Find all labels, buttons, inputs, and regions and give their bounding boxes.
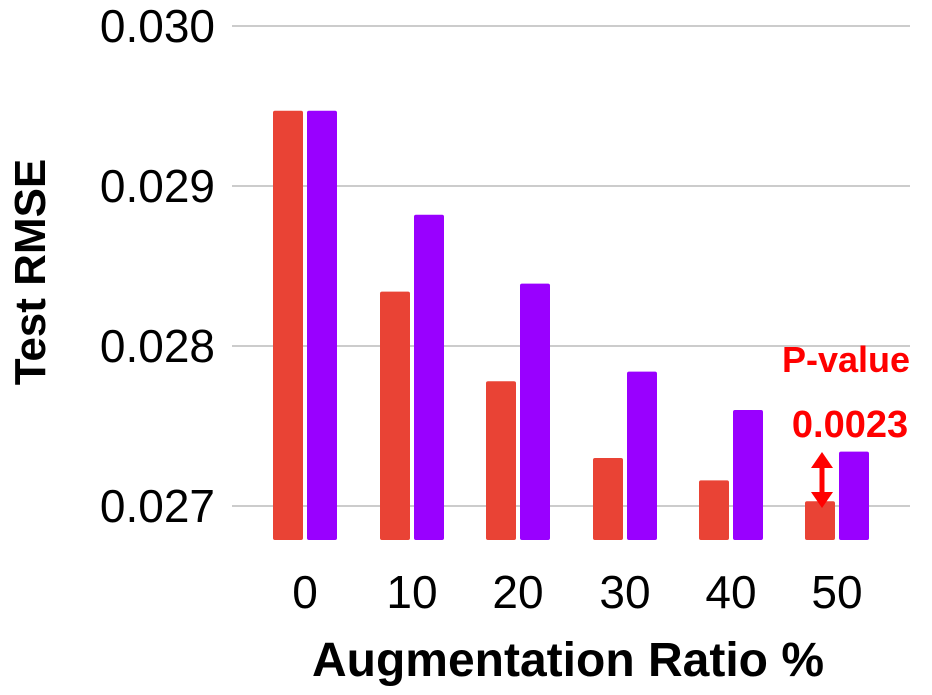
bar-series-1-cat-0 [273, 110, 303, 541]
bar-series-1-cat-20 [486, 381, 516, 540]
arrow-head-down [811, 492, 833, 508]
bar-series-2-cat-50 [839, 451, 869, 540]
y-axis-ticks: 0.027 0.028 0.029 0.030 [100, 0, 215, 532]
x-tick-label: 50 [811, 566, 862, 618]
annotation-p-value-label: P-value [782, 339, 910, 380]
double-arrow-icon [811, 452, 833, 508]
x-tick-label: 40 [705, 566, 756, 618]
bar-series-1-cat-40 [699, 480, 729, 540]
y-tick-label: 0.027 [100, 480, 215, 532]
bar-series-1-cat-10 [380, 291, 410, 540]
x-tick-label: 30 [599, 566, 650, 618]
bar-series-2-cat-30 [627, 371, 657, 540]
gridlines [232, 25, 910, 507]
y-tick-label: 0.029 [100, 160, 215, 212]
y-tick-label: 0.030 [100, 0, 215, 52]
bar-series-1-cat-50 [805, 501, 835, 540]
bar-series-1-cat-30 [593, 458, 623, 540]
x-tick-label: 20 [492, 566, 543, 618]
arrow-head-up [811, 452, 833, 468]
bars [273, 110, 869, 541]
y-axis-label: Test RMSE [6, 159, 55, 386]
bar-series-2-cat-40 [733, 410, 763, 540]
y-tick-label: 0.028 [100, 320, 215, 372]
annotation: P-value 0.0023 [782, 339, 910, 508]
x-axis-ticks: 0 10 20 30 40 50 [292, 566, 862, 618]
annotation-p-value-number: 0.0023 [792, 404, 908, 446]
bar-series-2-cat-10 [414, 214, 444, 541]
bar-series-2-cat-0 [307, 110, 337, 541]
bar-series-2-cat-20 [520, 283, 550, 540]
x-axis-label: Augmentation Ratio % [312, 634, 824, 687]
x-tick-label: 10 [386, 566, 437, 618]
x-tick-label: 0 [292, 566, 318, 618]
